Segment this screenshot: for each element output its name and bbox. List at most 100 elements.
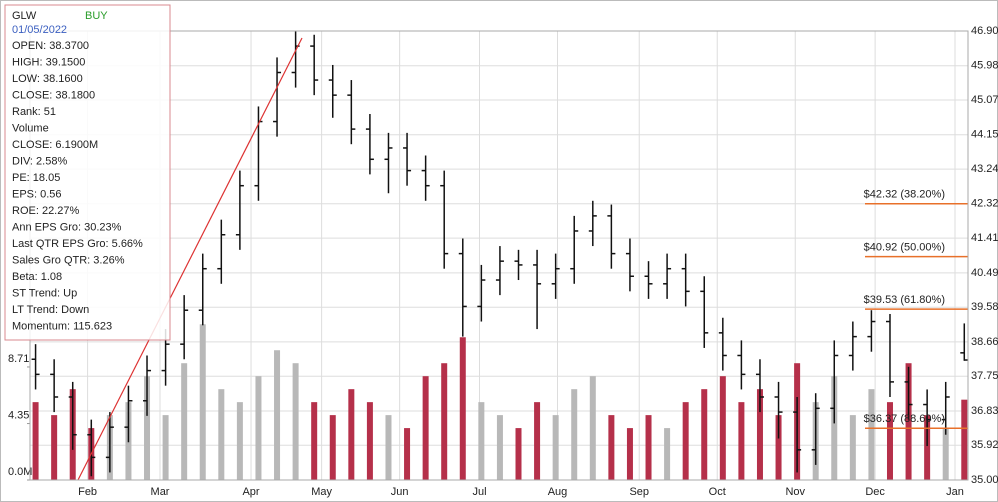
volume-bar	[719, 376, 726, 480]
info-line: Sales Gro QTR: 3.26%	[12, 254, 125, 266]
info-line: Last QTR EPS Gro: 5.66%	[12, 238, 143, 250]
volume-bar	[571, 389, 578, 480]
volume-bar	[478, 402, 485, 480]
ticker: GLW	[12, 10, 37, 22]
volume-bar	[51, 415, 58, 480]
info-line: Ann EPS Gro: 30.23%	[12, 221, 122, 233]
volume-bar	[942, 428, 949, 480]
volume-bar	[589, 376, 596, 480]
info-line: OPEN: 38.3700	[12, 40, 89, 52]
volume-bar	[366, 402, 373, 480]
y2-tick-label: 0.0M	[8, 466, 32, 478]
y-tick-label: 41.41	[971, 232, 998, 244]
volume-bar	[738, 402, 745, 480]
volume-bar	[552, 415, 559, 480]
volume-bar	[961, 399, 968, 480]
volume-bar	[144, 376, 151, 480]
info-line: Volume	[12, 122, 49, 134]
volume-bar	[831, 376, 838, 480]
volume-bar	[701, 389, 708, 480]
y-tick-label: 43.24	[971, 163, 998, 175]
info-line: Beta: 1.08	[12, 271, 62, 283]
x-tick-label: Aug	[548, 486, 568, 498]
date: 01/05/2022	[12, 24, 67, 36]
volume-bar	[515, 428, 522, 480]
volume-bar	[385, 415, 392, 480]
volume-bar	[645, 415, 652, 480]
info-line: ST Trend: Up	[12, 287, 77, 299]
volume-layer	[32, 324, 968, 480]
info-line: CLOSE: 6.1900M	[12, 139, 98, 151]
price-layer	[31, 31, 969, 477]
x-tick-label: Jun	[391, 486, 409, 498]
volume-bar	[608, 415, 615, 480]
x-tick-label: Feb	[78, 486, 97, 498]
volume-bar	[162, 415, 169, 480]
y-tick-label: 37.75	[971, 370, 998, 382]
volume-bar	[236, 402, 243, 480]
volume-bar	[218, 389, 225, 480]
y-tick-label: 45.98	[971, 60, 998, 72]
info-line: PE: 18.05	[12, 172, 60, 184]
level-label: $36.37 (88.60%)	[864, 413, 945, 425]
volume-bar	[682, 402, 689, 480]
volume-bar	[905, 363, 912, 480]
trend-line	[77, 37, 303, 481]
x-tick-label: Nov	[785, 486, 805, 498]
signal: BUY	[85, 10, 108, 22]
y-tick-label: 46.90	[971, 25, 998, 37]
y-tick-label: 40.49	[971, 267, 998, 279]
info-line: CLOSE: 38.1800	[12, 89, 95, 101]
y2-tick-label: 4.35	[8, 409, 29, 421]
x-tick-label: Oct	[709, 486, 726, 498]
volume-bar	[32, 402, 39, 480]
info-line: LT Trend: Down	[12, 304, 89, 316]
volume-bar	[496, 415, 503, 480]
info-lines: OPEN: 38.3700 HIGH: 39.1500 LOW: 38.1600 CL…	[12, 40, 143, 333]
y2-tick-label: 8.71	[8, 353, 29, 365]
info-line: HIGH: 39.1500	[12, 56, 85, 68]
volume-bar	[441, 363, 448, 480]
info-line: LOW: 38.1600	[12, 73, 83, 85]
info-line: DIV: 2.58%	[12, 155, 67, 167]
volume-bar	[664, 428, 671, 480]
volume-bar	[404, 428, 411, 480]
axes: 46.90 45.98 45.07 44.15 43.24 42.32 41.41 40.49…	[8, 25, 998, 498]
info-line: Rank: 51	[12, 106, 56, 118]
info-line: EPS: 0.56	[12, 188, 62, 200]
volume-bar	[274, 350, 281, 480]
y-tick-label: 36.83	[971, 405, 998, 417]
y-tick-label: 35.00	[971, 474, 998, 486]
x-tick-label: Mar	[151, 486, 170, 498]
volume-bar	[756, 389, 763, 480]
x-tick-label: Dec	[865, 486, 885, 498]
x-tick-label: May	[311, 486, 332, 498]
volume-bar	[775, 415, 782, 480]
level-label: $39.53 (61.80%)	[864, 294, 945, 306]
volume-bar	[626, 428, 633, 480]
volume-bar	[199, 324, 206, 480]
levels: $42.32 (38.20%) $40.92 (50.00%) $39.53 (61…	[864, 189, 968, 430]
info-line: Momentum: 115.623	[12, 320, 112, 332]
volume-bar	[886, 402, 893, 480]
level-label: $42.32 (38.20%)	[864, 189, 945, 201]
x-tick-label: Sep	[629, 486, 649, 498]
volume-bar	[422, 376, 429, 480]
volume-bar	[459, 337, 466, 480]
x-tick-label: Jan	[946, 486, 964, 498]
y-tick-label: 45.07	[971, 94, 998, 106]
volume-bar	[924, 415, 931, 480]
info-box: GLW BUY 01/05/2022 OPEN: 38.3700 HIGH: 39…	[4, 4, 171, 341]
x-tick-label: Jul	[472, 486, 486, 498]
volume-bar	[849, 415, 856, 480]
y-tick-label: 39.58	[971, 301, 998, 313]
level-label: $40.92 (50.00%)	[864, 242, 945, 254]
info-panel	[4, 4, 171, 341]
volume-bar	[181, 363, 188, 480]
volume-bar	[311, 402, 318, 480]
y-tick-label: 42.32	[971, 198, 998, 210]
volume-bar	[534, 402, 541, 480]
y-tick-label: 44.15	[971, 129, 998, 141]
volume-bar	[292, 363, 299, 480]
